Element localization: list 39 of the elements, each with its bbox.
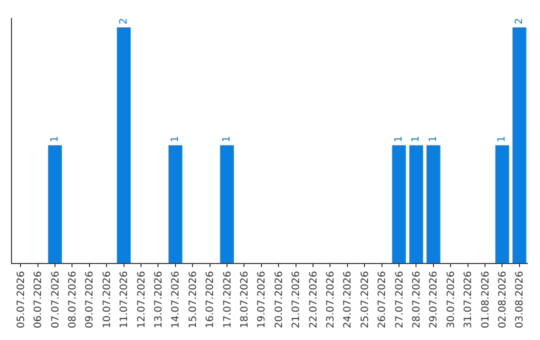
x-tick-label: 10.07.2026 (102, 271, 113, 328)
x-tick-label: 31.07.2026 (463, 271, 474, 328)
x-tick-label: 23.07.2026 (325, 271, 336, 328)
data-label: 1 (428, 136, 439, 142)
x-tick-label: 26.07.2026 (377, 271, 388, 328)
data-label: 2 (118, 18, 130, 24)
x-tick-label: 27.07.2026 (394, 271, 406, 328)
x-tick-label: 11.07.2026 (119, 271, 130, 328)
x-tick-label: 08.07.2026 (67, 271, 78, 328)
x-tick-label: 15.07.2026 (188, 271, 199, 328)
data-label: 2 (514, 18, 525, 24)
x-tick-label: 14.07.2026 (170, 271, 182, 328)
x-tick-label: 01.08.2026 (480, 271, 492, 328)
x-tick-label: 13.07.2026 (153, 271, 164, 328)
x-tick-label: 30.07.2026 (446, 271, 457, 328)
x-tick-label: 09.07.2026 (84, 271, 96, 328)
x-tick-label: 18.07.2026 (239, 271, 250, 328)
x-tick-label: 28.07.2026 (411, 271, 422, 328)
data-label: 1 (394, 136, 404, 142)
data-label: 1 (496, 136, 508, 142)
data-label: 1 (222, 136, 232, 142)
x-tick-label: 24.07.2026 (342, 271, 354, 328)
x-tick-label: 07.07.2026 (50, 271, 62, 328)
x-tick-label: 20.07.2026 (274, 271, 285, 328)
data-label: 1 (410, 136, 422, 142)
x-tick-label: 29.07.2026 (428, 271, 440, 328)
x-tick-label: 12.07.2026 (136, 271, 148, 328)
x-tick-label: 02.08.2026 (497, 271, 508, 328)
x-tick-label: 21.07.2026 (291, 271, 302, 328)
x-tick-label: 19.07.2026 (256, 271, 268, 328)
x-tick-label: 05.07.2026 (16, 271, 27, 328)
data-label: 1 (50, 136, 60, 142)
x-tick-label: 16.07.2026 (205, 271, 216, 328)
x-tick-label: 22.07.2026 (308, 271, 320, 328)
x-tick-label: 17.07.2026 (222, 271, 234, 328)
x-tick-label: 25.07.2026 (360, 271, 371, 328)
x-tick-label: 03.08.2026 (514, 271, 526, 328)
data-label: 1 (170, 136, 181, 142)
x-tick-label: 06.07.2026 (33, 271, 44, 328)
